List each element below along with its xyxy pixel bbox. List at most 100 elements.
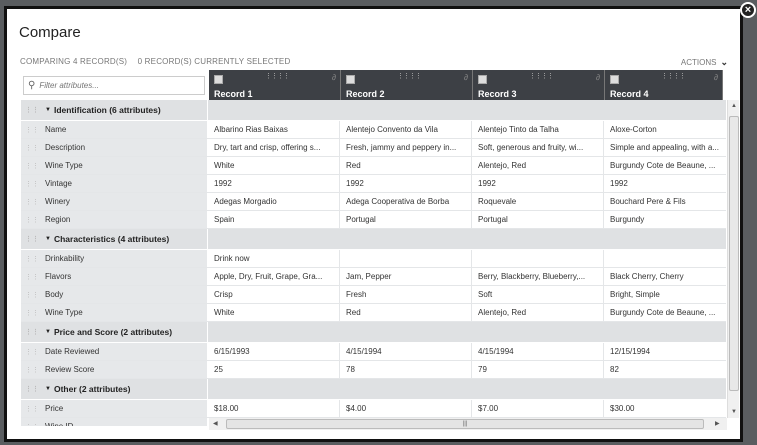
attribute-group[interactable]: ⋮⋮ ▼ Price and Score (2 attributes) xyxy=(21,322,726,343)
record-checkbox[interactable] xyxy=(214,75,223,84)
close-button[interactable]: × xyxy=(740,2,756,18)
attribute-group[interactable]: ⋮⋮ ▼ Characteristics (4 attributes) xyxy=(21,229,726,250)
collapse-icon[interactable]: ▼ xyxy=(45,386,51,392)
value-cell: 79 xyxy=(472,361,604,378)
attribute-label: Wine Type xyxy=(45,161,83,170)
drag-handle-icon[interactable]: ⋮⋮⋮⋮ xyxy=(265,73,290,80)
value-cell: 1992 xyxy=(604,175,726,192)
record-checkbox[interactable] xyxy=(346,75,355,84)
attribute-label: Price xyxy=(45,404,64,413)
group-label: Price and Score (2 attributes) xyxy=(53,327,173,337)
value-cell: White xyxy=(208,304,340,321)
scroll-up-icon[interactable]: ▲ xyxy=(731,103,737,109)
value-cell: Bright, Simple xyxy=(604,286,726,303)
actions-menu[interactable]: ACTIONS ⌄ xyxy=(681,57,728,68)
attribute-label: Wine Type xyxy=(45,308,83,317)
drag-handle-icon[interactable]: ⋮⋮ xyxy=(25,329,39,336)
value-cell: Fresh, jammy and peppery in... xyxy=(340,139,472,156)
attribute-label: Name xyxy=(45,125,67,134)
value-cell: Black Cherry, Cherry xyxy=(604,268,726,285)
record-checkbox[interactable] xyxy=(478,75,487,84)
record-title: Record 1 xyxy=(214,89,253,99)
drag-handle-icon[interactable]: ⋮⋮ xyxy=(25,162,39,170)
selected-count: 0 RECORD(S) CURRENTLY SELECTED xyxy=(137,57,291,66)
value-cell: Spain xyxy=(208,211,340,228)
value-cell: Alentejo Tinto da Talha xyxy=(472,121,604,138)
group-label: Characteristics (4 attributes) xyxy=(53,234,170,244)
value-cell: $4.00 xyxy=(340,400,472,417)
value-cell: $18.00 xyxy=(208,400,340,417)
record-header[interactable]: ⋮⋮⋮⋮ ∂ Record 3 xyxy=(473,70,605,100)
value-cell: 4/15/1994 xyxy=(340,343,472,360)
scroll-thumb-horizontal[interactable]: ||| xyxy=(226,419,704,429)
attribute-label: Vintage xyxy=(45,179,72,188)
drag-handle-icon[interactable]: ⋮⋮ xyxy=(25,309,39,317)
attribute-group[interactable]: ⋮⋮ ▼ Other (2 attributes) xyxy=(21,379,726,400)
record-header[interactable]: ⋮⋮⋮⋮ ∂ Record 1 xyxy=(209,70,341,100)
vertical-scrollbar[interactable]: ▲ ▼ xyxy=(727,100,739,418)
drag-handle-icon[interactable]: ⋮⋮ xyxy=(25,386,39,393)
dialog-title: Compare xyxy=(19,24,81,41)
scroll-left-icon[interactable]: ◀ xyxy=(213,421,218,427)
collapse-icon[interactable]: ▼ xyxy=(45,329,51,335)
value-cell: 6/15/1993 xyxy=(208,343,340,360)
filter-attributes-input[interactable] xyxy=(39,81,190,90)
attribute-group[interactable]: ⋮⋮ ▼ Identification (6 attributes) xyxy=(21,100,726,121)
attribute-label: Region xyxy=(45,215,71,224)
record-header[interactable]: ⋮⋮⋮⋮ ∂ Record 4 xyxy=(605,70,723,100)
drag-handle-icon[interactable]: ⋮⋮ xyxy=(25,126,39,134)
drag-handle-icon[interactable]: ⋮⋮⋮⋮ xyxy=(661,73,686,80)
horizontal-scrollbar[interactable]: ◀ ||| ▶ xyxy=(209,418,727,430)
pin-icon[interactable]: ∂ xyxy=(332,73,336,82)
value-cell: Red xyxy=(340,304,472,321)
drag-handle-icon[interactable]: ⋮⋮ xyxy=(25,273,39,281)
scroll-thumb[interactable] xyxy=(729,116,739,391)
table-row: ⋮⋮ Wine Type White Red Alentejo, Red Burgundy… xyxy=(21,157,726,175)
drag-handle-icon[interactable]: ⋮⋮⋮⋮ xyxy=(397,73,422,80)
attribute-label: Description xyxy=(45,143,86,152)
record-checkbox[interactable] xyxy=(610,75,619,84)
scroll-right-icon[interactable]: ▶ xyxy=(715,421,720,427)
value-cell: Adegas Morgadio xyxy=(208,193,340,210)
table-row: ⋮⋮ Drinkability Drink now xyxy=(21,250,726,268)
record-title: Record 3 xyxy=(478,89,517,99)
drag-handle-icon[interactable]: ⋮⋮ xyxy=(25,348,39,356)
collapse-icon[interactable]: ▼ xyxy=(45,236,51,242)
pin-icon[interactable]: ∂ xyxy=(464,73,468,82)
drag-handle-icon[interactable]: ⋮⋮ xyxy=(25,405,39,413)
drag-handle-icon[interactable]: ⋮⋮ xyxy=(25,255,39,263)
value-cell: Fresh xyxy=(340,286,472,303)
scroll-down-icon[interactable]: ▼ xyxy=(731,409,737,415)
attribute-label: Review Score xyxy=(45,365,95,374)
table-row: ⋮⋮ Vintage 1992 1992 1992 1992 xyxy=(21,175,726,193)
value-cell: Apple, Dry, Fruit, Grape, Gra... xyxy=(208,268,340,285)
record-header[interactable]: ⋮⋮⋮⋮ ∂ Record 2 xyxy=(341,70,473,100)
drag-handle-icon[interactable]: ⋮⋮ xyxy=(25,107,39,114)
drag-handle-icon[interactable]: ⋮⋮⋮⋮ xyxy=(529,73,554,80)
compare-grid: ⋮⋮ ▼ Identification (6 attributes) ⋮⋮ Name Al… xyxy=(21,100,726,426)
value-cell xyxy=(604,250,726,267)
drag-handle-icon[interactable]: ⋮⋮ xyxy=(25,180,39,188)
value-cell: Portugal xyxy=(472,211,604,228)
value-cell: White xyxy=(208,157,340,174)
drag-handle-icon[interactable]: ⋮⋮ xyxy=(25,291,39,299)
drag-handle-icon[interactable]: ⋮⋮ xyxy=(25,144,39,152)
collapse-icon[interactable]: ▼ xyxy=(45,107,51,113)
drag-handle-icon[interactable]: ⋮⋮ xyxy=(25,236,39,243)
value-cell: Red xyxy=(340,157,472,174)
value-cell: Berry, Blackberry, Blueberry,... xyxy=(472,268,604,285)
value-cell xyxy=(472,250,604,267)
attribute-label: Body xyxy=(45,290,64,299)
drag-handle-icon[interactable]: ⋮⋮ xyxy=(25,423,39,427)
drag-handle-icon[interactable]: ⋮⋮ xyxy=(25,366,39,374)
value-cell: Burgundy Cote de Beaune, ... xyxy=(604,304,726,321)
table-row: ⋮⋮ Price $18.00 $4.00 $7.00 $30.00 xyxy=(21,400,726,418)
drag-handle-icon[interactable]: ⋮⋮ xyxy=(25,216,39,224)
pin-icon[interactable]: ∂ xyxy=(714,73,718,82)
drag-handle-icon[interactable]: ⋮⋮ xyxy=(25,198,39,206)
compare-dialog: Compare COMPARING 4 RECORD(S) 0 RECORD(S… xyxy=(4,6,743,442)
pin-icon[interactable]: ∂ xyxy=(596,73,600,82)
attribute-label: Flavors xyxy=(45,272,72,281)
value-cell: 1992 xyxy=(340,175,472,192)
value-cell: Albarino Rias Baixas xyxy=(208,121,340,138)
